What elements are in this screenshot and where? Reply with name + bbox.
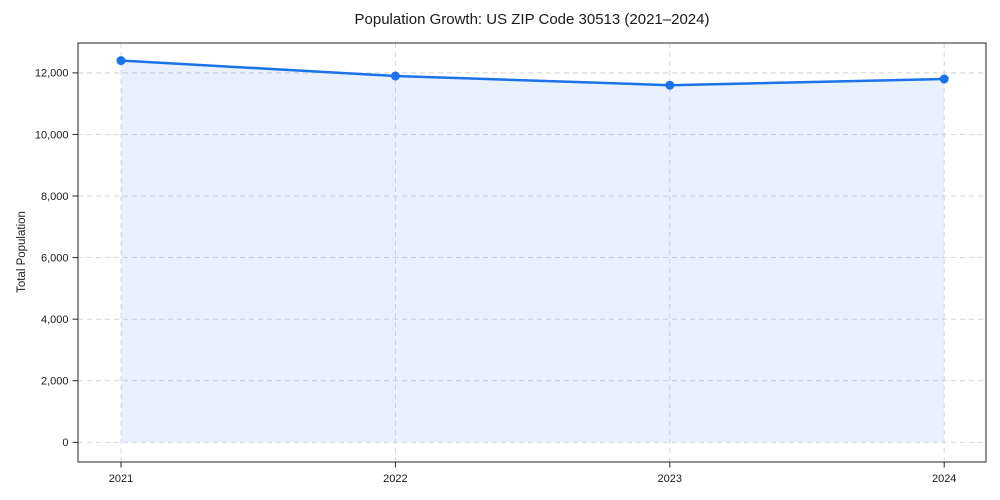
y-tick-label: 6,000 [41, 252, 69, 264]
y-tick-label: 4,000 [41, 314, 69, 326]
y-tick-label: 0 [62, 437, 68, 449]
y-tick-label: 12,000 [35, 68, 69, 80]
x-tick-label: 2022 [383, 473, 407, 485]
y-tick-label: 8,000 [41, 191, 69, 203]
x-tick-label: 2021 [109, 473, 133, 485]
x-tick-label: 2024 [932, 473, 956, 485]
data-point-2024 [939, 74, 949, 84]
data-point-2022 [390, 71, 400, 81]
data-point-2021 [116, 56, 126, 66]
chart-title: Population Growth: US ZIP Code 30513 (20… [354, 11, 710, 28]
area-fill [121, 60, 945, 443]
x-tick-label: 2023 [658, 473, 682, 485]
y-tick-label: 2,000 [41, 376, 69, 388]
y-tick-label: 10,000 [35, 129, 69, 141]
data-point-2023 [665, 80, 675, 90]
trend-line [119, 59, 946, 87]
plot-border [77, 42, 987, 463]
y-axis-label: Total Population [16, 211, 28, 293]
